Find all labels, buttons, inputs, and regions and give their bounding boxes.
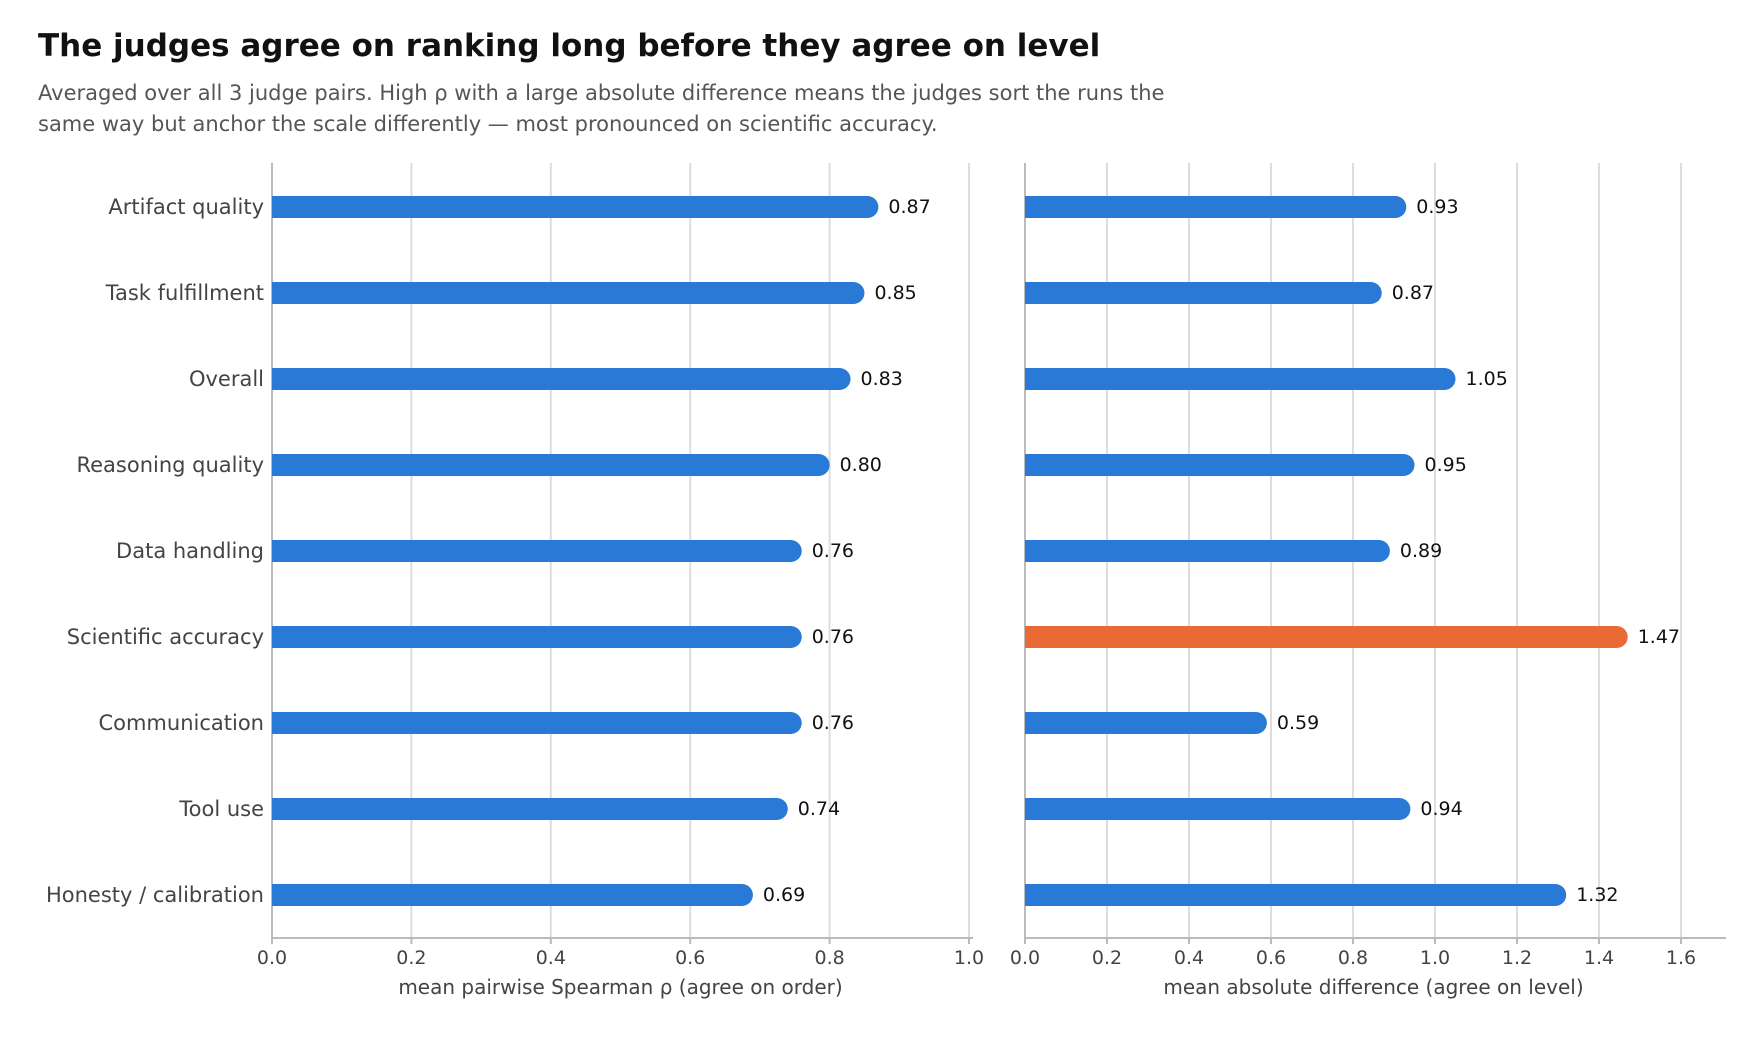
x-tick-label: 0.6: [675, 947, 705, 969]
value-label: 0.76: [812, 712, 854, 734]
value-label: 0.74: [798, 798, 840, 820]
bar: [272, 196, 879, 218]
bar: [272, 712, 802, 734]
x-tick-label: 1.4: [1584, 947, 1614, 969]
x-axis-label: mean absolute difference (agree on level…: [1163, 975, 1583, 999]
value-label: 0.59: [1277, 712, 1319, 734]
x-tick-label: 0.8: [814, 947, 844, 969]
value-label: 1.05: [1466, 368, 1508, 390]
bar: [1025, 282, 1382, 304]
x-tick-label: 0.0: [257, 947, 287, 969]
bar: [1025, 540, 1390, 562]
x-tick-label: 1.6: [1666, 947, 1696, 969]
x-tick-label: 0.4: [536, 947, 566, 969]
category-label: Data handling: [116, 539, 264, 563]
value-label: 0.69: [763, 884, 805, 906]
category-label: Scientific accuracy: [67, 625, 264, 649]
chart-title: The judges agree on ranking long before …: [38, 28, 1101, 64]
category-label: Tool use: [178, 797, 264, 821]
value-label: 1.47: [1638, 626, 1680, 648]
chart-subtitle: Averaged over all 3 judge pairs. High ρ …: [38, 78, 1298, 140]
x-tick-label: 0.8: [1338, 947, 1368, 969]
category-labels: Artifact quality Task fulfillment Overall R…: [46, 195, 264, 907]
value-label: 0.87: [888, 196, 930, 218]
x-tick-label: 0.2: [1092, 947, 1122, 969]
bar: [1025, 454, 1415, 476]
category-label: Honesty / calibration: [46, 883, 264, 907]
spearman-panel: 0.0 0.2 0.4 0.6 0.8 1.0 mean pairwise Spearman…: [257, 163, 984, 999]
value-label: 0.95: [1425, 454, 1467, 476]
category-label: Reasoning quality: [76, 453, 264, 477]
value-label: 0.87: [1392, 282, 1434, 304]
value-label: 0.76: [812, 540, 854, 562]
bar: [272, 884, 753, 907]
value-label: 0.80: [840, 454, 882, 476]
bar: [1025, 798, 1411, 820]
bar: [272, 454, 830, 476]
x-tick-label: 1.0: [1420, 947, 1450, 969]
subtitle-line-2: same way but anchor the scale differentl…: [38, 112, 938, 136]
bar: [272, 282, 865, 304]
bar: [1025, 884, 1567, 907]
bar: [1025, 196, 1407, 218]
x-tick-label: 1.2: [1502, 947, 1532, 969]
x-tick-label: 0.0: [1010, 947, 1040, 969]
value-label: 0.85: [874, 282, 916, 304]
bar: [272, 540, 802, 562]
subtitle-line-1: Averaged over all 3 judge pairs. High ρ …: [38, 81, 1165, 105]
bar: [272, 368, 851, 390]
category-label: Task fulfillment: [105, 281, 264, 305]
x-tick-label: 0.2: [396, 947, 426, 969]
value-label: 0.94: [1420, 798, 1462, 820]
highlight-bar: [1025, 626, 1628, 648]
bar: [1025, 368, 1456, 390]
bar: [1025, 712, 1267, 734]
bar: [272, 798, 788, 820]
x-tick-label: 0.6: [1256, 947, 1286, 969]
x-tick-label: 0.4: [1174, 947, 1204, 969]
value-label: 0.83: [861, 368, 903, 390]
bar: [272, 626, 802, 648]
category-label: Overall: [189, 367, 264, 391]
absolute-difference-panel: 0.0 0.2 0.4 0.6 0.8 1.0 1.2 1.4 1.6 mean absolute…: [1010, 163, 1726, 999]
value-label: 1.32: [1576, 884, 1618, 906]
category-label: Communication: [98, 711, 264, 735]
value-label: 0.76: [812, 626, 854, 648]
value-label: 0.93: [1416, 196, 1458, 218]
x-tick-label: 1.0: [954, 947, 984, 969]
category-label: Artifact quality: [108, 195, 264, 219]
value-label: 0.89: [1400, 540, 1442, 562]
x-axis-label: mean pairwise Spearman ρ (agree on order…: [398, 975, 842, 999]
